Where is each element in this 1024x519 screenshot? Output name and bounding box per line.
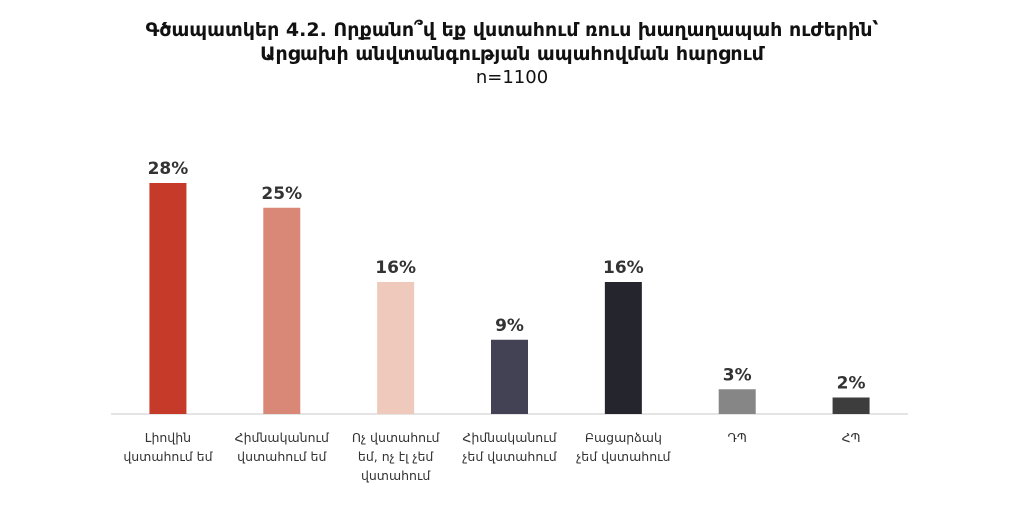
chart-title-block: Գծապատկեր 4.2. Որքանո՞վ եք վստահում ռուս… [0,18,1024,90]
bar-6 [718,389,756,414]
category-label-6: ԴՊ [728,430,747,445]
bar-1 [149,183,187,414]
bar-2 [263,207,301,414]
chart-title-line-2: Արցախի անվտանգության ապահովման հարցում [260,43,764,65]
value-label-2: 25% [261,184,302,204]
category-label-7: ՀՊ [842,430,861,445]
bar-4 [491,339,528,414]
category-label-5: Բացարձակ չեմ վստահում [576,430,671,464]
category-labels-group: Լիովին վստահում եմ Հիմնականում վստահում եմ Ո… [123,430,860,483]
chart-subtitle: n=1100 [475,67,549,88]
value-label-5: 16% [603,258,644,278]
category-label-2: Հիմնականում վստահում եմ [235,430,330,464]
bar-5 [604,282,642,414]
value-labels-group: 28% 25% 16% 9% 16% 3% 2% [148,159,866,394]
bar-7 [832,397,870,414]
bar-3 [377,282,415,414]
value-label-7: 2% [837,374,866,394]
value-label-1: 28% [148,159,189,179]
category-label-1: Լիովին վստահում եմ [123,430,213,464]
value-label-6: 3% [723,365,752,385]
category-label-3: Ոչ վստահում եմ, ոչ էլ չեմ վստահում [352,430,441,483]
value-label-4: 9% [495,316,524,336]
category-label-4: Հիմնականում չեմ վստահում [462,430,557,464]
value-label-3: 16% [375,258,416,278]
bars-group [149,183,870,414]
chart-title-line-1: Գծապատկեր 4.2. Որքանո՞վ եք վստահում ռուս… [145,19,879,41]
